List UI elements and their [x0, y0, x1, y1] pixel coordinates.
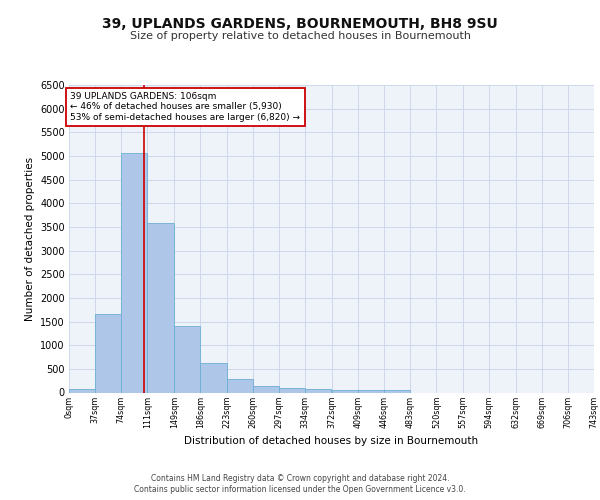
Text: 39, UPLANDS GARDENS, BOURNEMOUTH, BH8 9SU: 39, UPLANDS GARDENS, BOURNEMOUTH, BH8 9S…	[102, 18, 498, 32]
Bar	[305, 389, 331, 392]
Bar	[95, 314, 121, 392]
Bar	[148, 222, 173, 392]
Bar	[227, 379, 253, 392]
Bar	[174, 326, 200, 392]
Bar	[384, 390, 410, 392]
Bar	[358, 390, 384, 392]
Bar	[69, 389, 95, 392]
Bar	[200, 364, 227, 392]
Y-axis label: Number of detached properties: Number of detached properties	[25, 156, 35, 321]
Text: Size of property relative to detached houses in Bournemouth: Size of property relative to detached ho…	[130, 31, 470, 41]
Bar	[332, 390, 358, 392]
Bar	[253, 386, 279, 392]
Bar	[279, 388, 305, 392]
X-axis label: Distribution of detached houses by size in Bournemouth: Distribution of detached houses by size …	[184, 436, 479, 446]
Bar	[121, 153, 148, 392]
Text: 39 UPLANDS GARDENS: 106sqm
← 46% of detached houses are smaller (5,930)
53% of s: 39 UPLANDS GARDENS: 106sqm ← 46% of deta…	[70, 92, 301, 122]
Text: Contains HM Land Registry data © Crown copyright and database right 2024.
Contai: Contains HM Land Registry data © Crown c…	[134, 474, 466, 494]
